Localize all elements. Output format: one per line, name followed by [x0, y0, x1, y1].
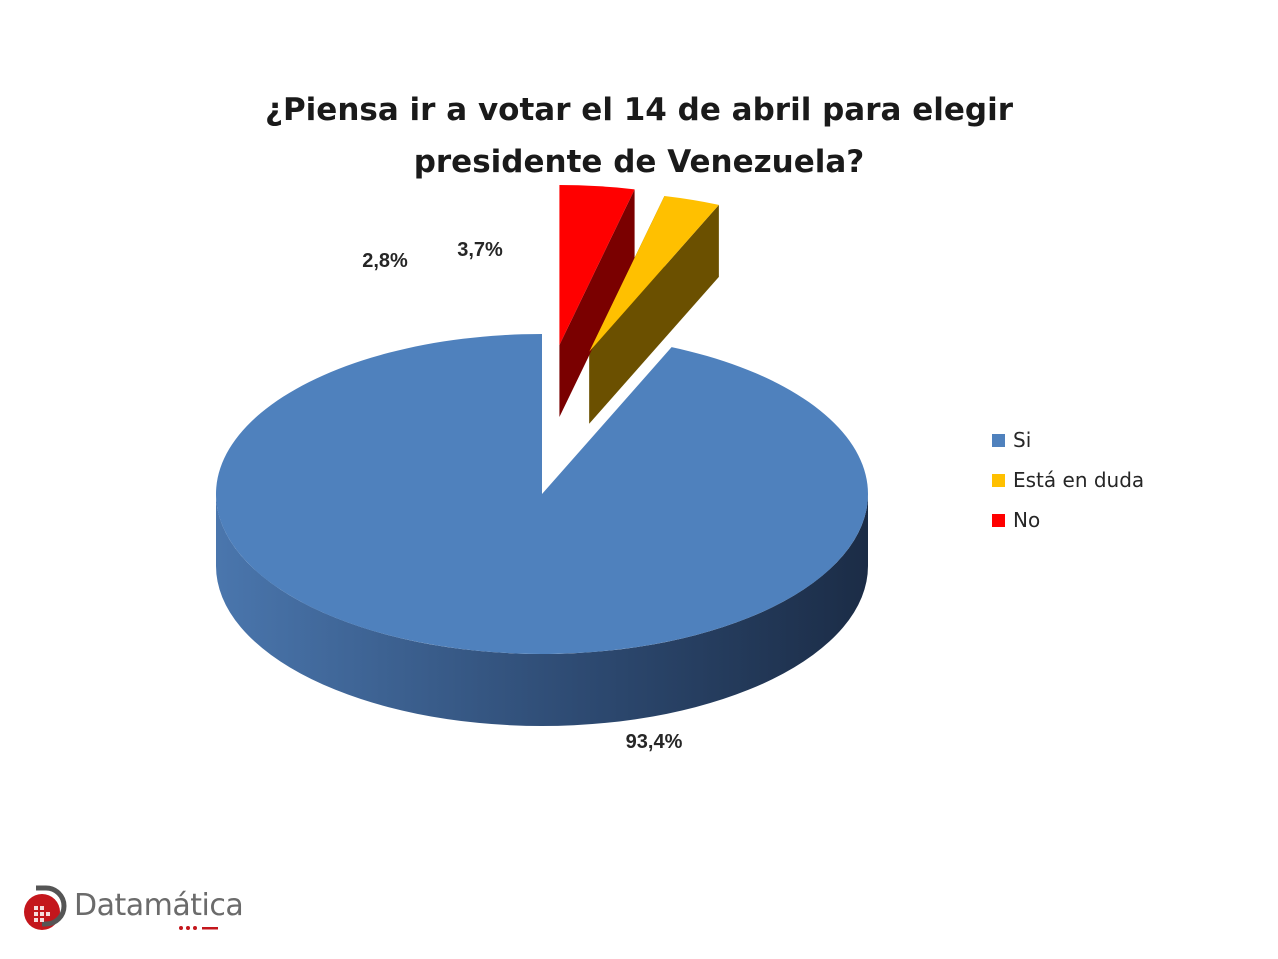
- chart-title: ¿Piensa ir a votar el 14 de abril para e…: [0, 84, 1278, 188]
- legend-swatch-no: [992, 513, 1005, 527]
- datamatica-logo-underline: [179, 926, 218, 930]
- pie-slice-no: [559, 185, 635, 346]
- pie-label-no: 3,7%: [457, 239, 503, 261]
- pie-cut-wall-esta-en-duda-1: [589, 204, 719, 424]
- legend: Si Está en duda No: [992, 420, 1144, 540]
- chart-title-line-2: presidente de Venezuela?: [413, 144, 865, 180]
- pie-labels: 93,4% 2,8% 3,7%: [362, 239, 682, 753]
- legend-label-si: Si: [1013, 428, 1032, 452]
- legend-label-esta-en-duda: Está en duda: [1013, 468, 1145, 492]
- datamatica-logo-text: Datamática: [74, 888, 244, 923]
- pie-label-esta-en-duda: 2,8%: [362, 250, 408, 272]
- pie-sides: [216, 189, 868, 726]
- pie-label-si: 93,4%: [626, 731, 683, 753]
- pie-tops: [216, 185, 869, 655]
- legend-item-si: Si: [992, 420, 1144, 460]
- legend-label-no: No: [1013, 508, 1041, 532]
- pie-slice-esta-en-duda: [589, 195, 719, 352]
- pie-slice-si: [216, 334, 869, 655]
- datamatica-logo: Datamática: [22, 884, 244, 934]
- pie-side-si: [216, 494, 868, 726]
- legend-swatch-esta-en-duda: [992, 473, 1005, 487]
- legend-item-esta-en-duda: Está en duda: [992, 460, 1144, 500]
- pie-cut-wall-no-1: [559, 189, 635, 418]
- legend-swatch-si: [992, 433, 1005, 447]
- chart-title-line-1: ¿Piensa ir a votar el 14 de abril para e…: [264, 92, 1014, 128]
- datamatica-logo-icon: [24, 885, 67, 930]
- legend-item-no: No: [992, 500, 1144, 540]
